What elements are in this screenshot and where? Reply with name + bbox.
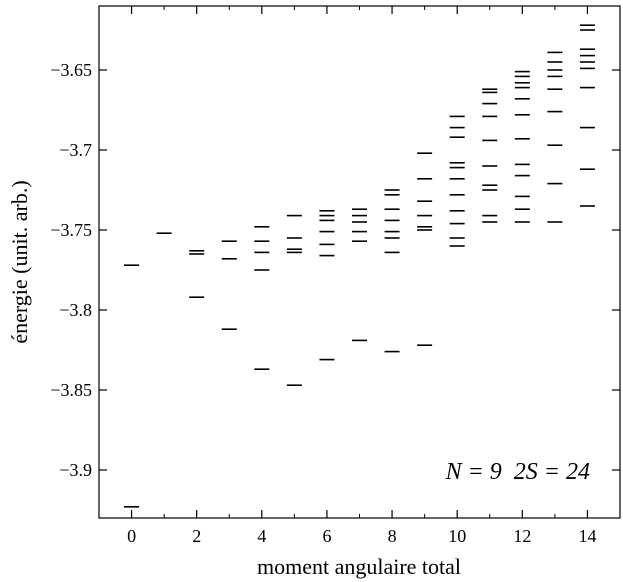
x-tick-label: 2: [192, 526, 201, 546]
y-tick-label: −3.65: [50, 60, 92, 80]
y-tick-label: −3.75: [50, 220, 92, 240]
x-tick-label: 12: [513, 526, 531, 546]
x-axis-title: moment angulaire total: [257, 554, 461, 579]
plot-frame: [98, 5, 621, 519]
y-tick-label: −3.8: [59, 300, 92, 320]
system-annotation: N = 9 2S = 24: [445, 459, 590, 485]
y-tick-label: −3.85: [50, 380, 92, 400]
x-tick-label: 10: [448, 526, 466, 546]
x-tick-label: 8: [388, 526, 397, 546]
y-tick-label: −3.9: [59, 460, 92, 480]
x-tick-label: 14: [578, 526, 596, 546]
y-axis-title: énergie (unit. arb.): [7, 180, 32, 343]
x-tick-label: 4: [257, 526, 266, 546]
x-tick-label: 0: [127, 526, 136, 546]
x-tick-label: 6: [322, 526, 331, 546]
y-axis-ticks: −3.9 −3.85 −3.8 −3.75 −3.7 −3.65: [50, 60, 620, 480]
y-tick-label: −3.7: [59, 140, 92, 160]
x-axis-ticks: 0 2 4 6 8 10 12 14: [127, 6, 596, 546]
energy-levels: [124, 24, 595, 508]
